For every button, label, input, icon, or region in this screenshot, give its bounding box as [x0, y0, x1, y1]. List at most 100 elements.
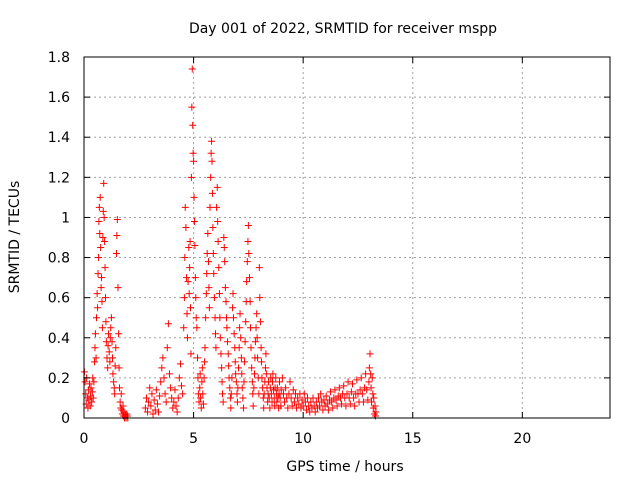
data-point — [372, 408, 380, 416]
data-point — [225, 362, 233, 370]
data-point — [204, 229, 212, 237]
data-point — [226, 394, 234, 402]
data-point — [275, 378, 283, 386]
data-point — [190, 217, 198, 225]
data-point — [115, 330, 123, 338]
data-point — [250, 384, 258, 392]
data-point — [203, 270, 211, 278]
data-point — [112, 250, 120, 258]
data-point — [254, 354, 262, 362]
data-point — [230, 330, 238, 338]
data-point — [179, 390, 187, 398]
data-point — [229, 290, 237, 298]
data-point — [335, 384, 343, 392]
data-point — [116, 384, 124, 392]
data-point — [193, 324, 201, 332]
data-point — [256, 318, 264, 326]
data-point — [244, 221, 252, 229]
data-point — [237, 334, 245, 342]
data-point — [102, 318, 110, 326]
data-point — [94, 304, 102, 312]
data-point — [262, 370, 270, 378]
data-point — [175, 374, 183, 382]
data-point — [142, 394, 150, 402]
data-point — [163, 344, 171, 352]
data-point — [288, 402, 296, 410]
data-point — [81, 378, 89, 386]
data-point — [181, 203, 189, 211]
data-point — [104, 342, 112, 350]
data-point — [315, 394, 323, 402]
data-point — [351, 402, 359, 410]
data-point — [94, 254, 102, 262]
data-point — [85, 380, 93, 388]
data-point — [201, 358, 209, 366]
data-point — [195, 398, 203, 406]
data-point — [180, 324, 188, 332]
data-point — [332, 396, 340, 404]
data-point — [231, 358, 239, 366]
data-point — [268, 378, 276, 386]
data-point — [104, 364, 112, 372]
data-point — [243, 278, 251, 286]
data-point — [271, 402, 279, 410]
data-point — [213, 203, 221, 211]
data-point — [251, 338, 259, 346]
data-point — [173, 408, 181, 416]
data-point — [92, 354, 100, 362]
data-point — [220, 234, 228, 241]
data-point — [187, 350, 195, 358]
data-point — [329, 404, 337, 412]
data-point — [204, 258, 212, 266]
data-point — [269, 370, 277, 378]
data-point — [141, 404, 149, 412]
data-point — [171, 386, 179, 394]
data-point — [253, 310, 261, 318]
data-point — [258, 358, 266, 366]
data-point — [176, 360, 184, 368]
data-point — [194, 354, 202, 362]
data-point — [162, 398, 170, 406]
data-point — [241, 338, 249, 346]
data-point — [113, 215, 121, 223]
data-point — [91, 358, 99, 366]
data-point — [214, 238, 222, 246]
data-point — [256, 294, 264, 302]
data-point — [218, 364, 226, 372]
data-point — [202, 314, 210, 322]
data-point — [371, 402, 379, 410]
data-point — [188, 103, 196, 111]
data-point — [159, 354, 167, 362]
data-point — [212, 344, 220, 352]
data-point — [353, 376, 361, 384]
data-point — [221, 284, 229, 292]
data-point — [105, 348, 113, 356]
data-point — [340, 382, 348, 390]
data-point — [194, 374, 202, 382]
data-point — [165, 370, 173, 378]
data-point — [119, 402, 127, 410]
data-point — [111, 362, 119, 370]
data-point — [212, 330, 219, 338]
data-point — [240, 358, 248, 366]
data-point — [276, 394, 284, 402]
data-point — [108, 354, 116, 362]
data-point — [106, 334, 114, 342]
data-point — [144, 408, 152, 416]
data-point — [327, 388, 335, 396]
data-point — [96, 229, 104, 237]
data-point — [99, 234, 107, 241]
data-point — [188, 65, 196, 73]
data-point — [196, 370, 204, 378]
data-point — [236, 324, 244, 332]
data-point — [186, 264, 194, 272]
data-point — [147, 402, 155, 410]
grid-lines — [84, 57, 610, 418]
data-point — [209, 250, 217, 258]
data-point — [248, 378, 256, 386]
data-point — [217, 350, 225, 358]
data-point — [364, 396, 372, 404]
data-point — [202, 290, 210, 298]
data-point — [149, 410, 157, 418]
